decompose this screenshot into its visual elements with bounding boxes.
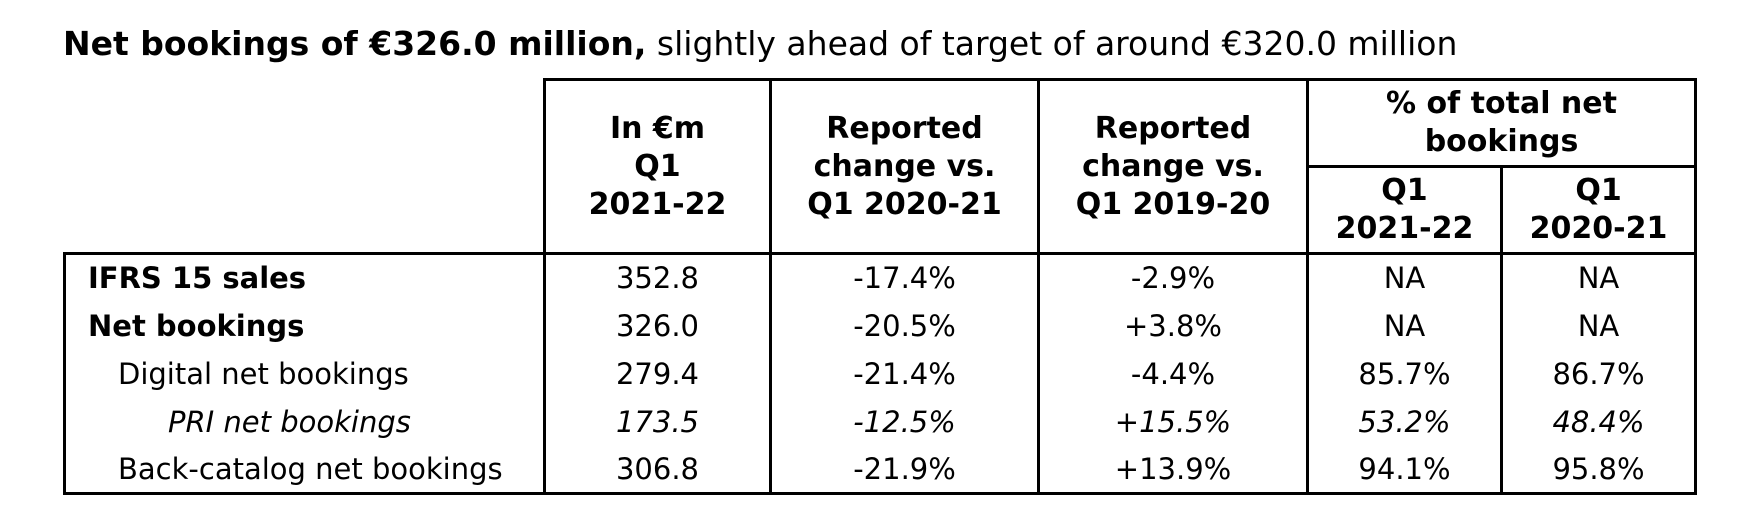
value-cell: 173.5 [543, 397, 772, 446]
col-header-change-vs-q1-2019-20: Reported change vs. Q1 2019-20 [1037, 78, 1309, 255]
net-bookings-table: In €m Q1 2021-22 Reported change vs. Q1 … [63, 78, 1698, 495]
value-cell: -17.4% [769, 252, 1040, 302]
value-cell: -20.5% [769, 301, 1040, 350]
value-cell: 95.8% [1499, 445, 1698, 495]
value-cell: NA [1499, 301, 1698, 350]
table-row-net-bookings: Net bookings 326.0 -20.5% +3.8% NA NA [63, 301, 1698, 350]
col-header-pct-q1-2021-22: Q1 2021-22 [1306, 165, 1503, 255]
value-cell: 53.2% [1306, 397, 1503, 446]
value-cell: 352.8 [543, 252, 772, 302]
col-header-pct-total-group: % of total net bookings [1305, 78, 1698, 168]
value-cell: +15.5% [1037, 397, 1309, 446]
row-label: Net bookings [63, 301, 546, 350]
value-cell: -4.4% [1037, 349, 1309, 398]
title-rest: slightly ahead of target of around €320.… [646, 24, 1458, 63]
table-row-back-catalog-net-bookings: Back-catalog net bookings 306.8 -21.9% +… [63, 445, 1698, 495]
page-title: Net bookings of €326.0 million, slightly… [63, 24, 1457, 64]
col-header-change-vs-q1-2020-21: Reported change vs. Q1 2020-21 [769, 78, 1040, 255]
value-cell: 94.1% [1306, 445, 1503, 495]
value-cell: +13.9% [1037, 445, 1309, 495]
value-cell: -21.9% [769, 445, 1040, 495]
value-cell: -21.4% [769, 349, 1040, 398]
col-header-in-eur-m: In €m Q1 2021-22 [543, 78, 772, 255]
value-cell: 48.4% [1499, 397, 1698, 446]
value-cell: 85.7% [1306, 349, 1503, 398]
value-cell: 279.4 [543, 349, 772, 398]
value-cell: 306.8 [543, 445, 772, 495]
value-cell: NA [1306, 301, 1503, 350]
value-cell: NA [1306, 252, 1503, 302]
value-cell: NA [1499, 252, 1698, 302]
value-cell: 326.0 [543, 301, 772, 350]
table-row-digital-net-bookings: Digital net bookings 279.4 -21.4% -4.4% … [63, 349, 1698, 398]
row-label: PRI net bookings [63, 397, 546, 446]
col-header-pct-q1-2020-21: Q1 2020-21 [1499, 165, 1698, 255]
table-row-pri-net-bookings: PRI net bookings 173.5 -12.5% +15.5% 53.… [63, 397, 1698, 446]
value-cell: -2.9% [1037, 252, 1309, 302]
row-label: Digital net bookings [63, 349, 546, 398]
row-label: Back-catalog net bookings [63, 445, 546, 495]
corner-cell [65, 80, 545, 254]
row-label: IFRS 15 sales [63, 252, 546, 302]
value-cell: -12.5% [769, 397, 1040, 446]
value-cell: 86.7% [1499, 349, 1698, 398]
value-cell: +3.8% [1037, 301, 1309, 350]
table-row-ifrs-15-sales: IFRS 15 sales 352.8 -17.4% -2.9% NA NA [63, 252, 1698, 302]
title-emphasis: Net bookings of €326.0 million, [63, 24, 647, 63]
